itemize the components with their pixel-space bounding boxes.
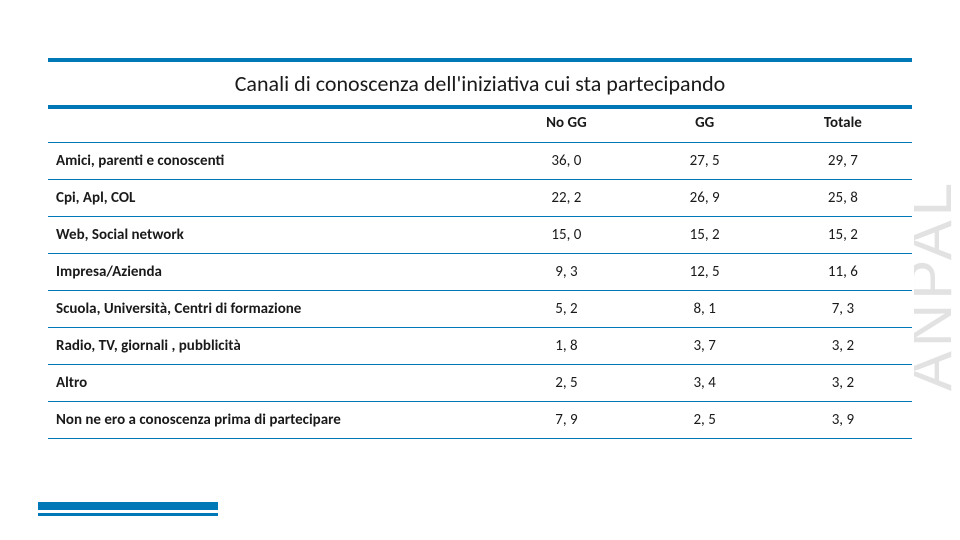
table-row: Non ne ero a conoscenza prima di parteci…: [48, 402, 912, 439]
cell-value: 12, 5: [636, 254, 774, 291]
table-row: Impresa/Azienda9, 312, 511, 6: [48, 254, 912, 291]
row-label: Scuola, Università, Centri di formazione: [48, 291, 497, 328]
col-header: Totale: [774, 108, 912, 143]
row-label: Amici, parenti e conoscenti: [48, 143, 497, 180]
cell-value: 9, 3: [497, 254, 635, 291]
row-label: Impresa/Azienda: [48, 254, 497, 291]
cell-value: 29, 7: [774, 143, 912, 180]
col-header-empty: [48, 108, 497, 143]
cell-value: 3, 9: [774, 402, 912, 439]
table-row: Web, Social network15, 015, 215, 2: [48, 217, 912, 254]
row-label: Altro: [48, 365, 497, 402]
table-row: Altro2, 53, 43, 2: [48, 365, 912, 402]
cell-value: 22, 2: [497, 180, 635, 217]
cell-value: 25, 8: [774, 180, 912, 217]
table-row: Amici, parenti e conoscenti36, 027, 529,…: [48, 143, 912, 180]
col-header: GG: [636, 108, 774, 143]
slide-title: Canali di conoscenza dell'iniziativa cui…: [48, 70, 912, 97]
footer-accent-bar: [38, 502, 218, 516]
cell-value: 3, 4: [636, 365, 774, 402]
row-label: Web, Social network: [48, 217, 497, 254]
cell-value: 3, 7: [636, 328, 774, 365]
slide: Canali di conoscenza dell'iniziativa cui…: [0, 0, 960, 540]
table-row: Scuola, Università, Centri di formazione…: [48, 291, 912, 328]
cell-value: 36, 0: [497, 143, 635, 180]
cell-value: 3, 2: [774, 365, 912, 402]
cell-value: 15, 2: [774, 217, 912, 254]
table-header-row: No GG GG Totale: [48, 108, 912, 143]
cell-value: 27, 5: [636, 143, 774, 180]
cell-value: 26, 9: [636, 180, 774, 217]
col-header: No GG: [497, 108, 635, 143]
cell-value: 8, 1: [636, 291, 774, 328]
data-table: No GG GG Totale Amici, parenti e conosce…: [48, 108, 912, 439]
brand-logo: ANPAL: [914, 50, 956, 520]
cell-value: 15, 2: [636, 217, 774, 254]
cell-value: 7, 9: [497, 402, 635, 439]
row-label: Cpi, Apl, COL: [48, 180, 497, 217]
cell-value: 1, 8: [497, 328, 635, 365]
cell-value: 2, 5: [636, 402, 774, 439]
table-row: Cpi, Apl, COL22, 226, 925, 8: [48, 180, 912, 217]
cell-value: 7, 3: [774, 291, 912, 328]
cell-value: 11, 6: [774, 254, 912, 291]
cell-value: 15, 0: [497, 217, 635, 254]
row-label: Radio, TV, giornali , pubblicità: [48, 328, 497, 365]
cell-value: 3, 2: [774, 328, 912, 365]
title-box: Canali di conoscenza dell'iniziativa cui…: [48, 58, 912, 109]
row-label: Non ne ero a conoscenza prima di parteci…: [48, 402, 497, 439]
table-row: Radio, TV, giornali , pubblicità1, 83, 7…: [48, 328, 912, 365]
cell-value: 2, 5: [497, 365, 635, 402]
brand-logo-text: ANPAL: [914, 179, 956, 391]
cell-value: 5, 2: [497, 291, 635, 328]
